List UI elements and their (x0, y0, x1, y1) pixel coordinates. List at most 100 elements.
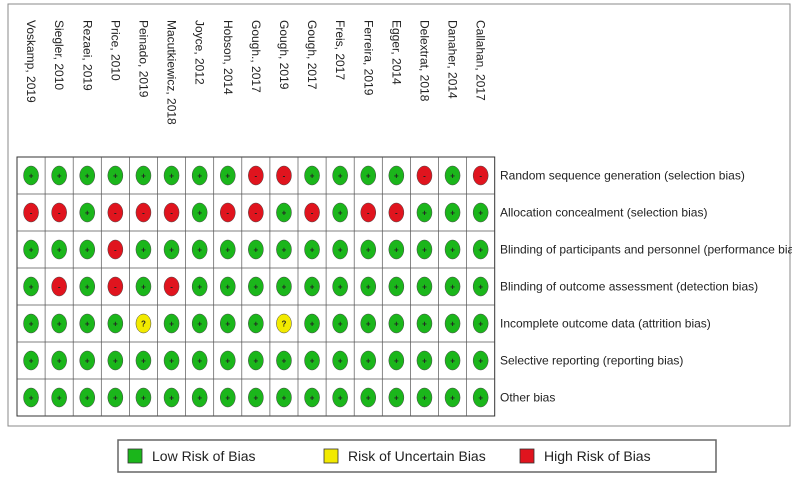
judgement-symbol: + (197, 209, 202, 218)
judgement-dot (360, 387, 376, 408)
judgement-symbol: - (114, 246, 117, 255)
judgement-symbol: + (57, 357, 62, 366)
judgement-symbol: + (57, 394, 62, 403)
judgement-symbol: + (338, 172, 343, 181)
judgement-dot (304, 313, 320, 334)
judgement-dot (51, 350, 67, 371)
judgement-dot (472, 387, 489, 408)
judgement-dot (304, 350, 320, 371)
judgement-symbol: + (197, 394, 202, 403)
study-label: Peinado, 2019 (136, 20, 150, 98)
judgement-dot (163, 313, 180, 334)
judgement-dot (248, 350, 264, 371)
judgement-symbol: + (366, 172, 371, 181)
judgement-symbol: + (310, 246, 315, 255)
judgement-symbol: + (478, 209, 483, 218)
judgement-symbol: + (394, 320, 399, 329)
judgement-dot (107, 387, 124, 408)
judgement-symbol: + (394, 172, 399, 181)
judgement-dot (388, 202, 405, 223)
judgement-symbol: + (169, 357, 174, 366)
judgement-dot (163, 387, 180, 408)
judgement-dot (416, 387, 433, 408)
judgement-symbol: + (366, 394, 371, 403)
domain-label: Allocation concealment (selection bias) (500, 206, 707, 220)
judgement-symbol: + (197, 357, 202, 366)
judgement-dot (79, 239, 95, 260)
judgement-symbol: - (114, 283, 117, 292)
judgement-symbol: + (450, 209, 455, 218)
study-label: Danaher, 2014 (446, 20, 460, 99)
judgement-dot (360, 276, 376, 297)
judgement-dot (332, 165, 348, 186)
judgement-dot (107, 202, 124, 223)
judgement-symbol: + (478, 357, 483, 366)
judgement-symbol: + (29, 394, 34, 403)
judgement-dot (220, 165, 236, 186)
judgement-symbol: + (225, 283, 230, 292)
judgement-dot (388, 276, 405, 297)
judgement-symbol: + (29, 357, 34, 366)
judgement-symbol: + (478, 283, 483, 292)
judgement-symbol: - (311, 209, 314, 218)
judgement-symbol: + (338, 394, 343, 403)
judgement-dot (472, 313, 489, 334)
judgement-dot (444, 350, 461, 371)
judgement-dot (79, 387, 95, 408)
study-label: Joyce, 2012 (193, 20, 207, 85)
judgement-symbol: + (225, 320, 230, 329)
judgement-dot (472, 276, 489, 297)
judgement-symbol: + (282, 394, 287, 403)
judgement-dot (276, 350, 292, 371)
judgement-dot (220, 387, 236, 408)
judgement-symbol: + (394, 283, 399, 292)
judgement-symbol: + (225, 357, 230, 366)
judgement-dot (135, 387, 152, 408)
judgement-symbol: + (57, 246, 62, 255)
judgement-dot (304, 276, 320, 297)
study-label: Macutkiewicz, 2018 (165, 20, 179, 125)
judgement-dot (360, 313, 376, 334)
judgement-symbol: + (29, 246, 34, 255)
judgement-dot (276, 165, 292, 186)
judgement-dot (416, 202, 433, 223)
judgement-dot (107, 313, 124, 334)
judgement-dot (135, 165, 152, 186)
legend-label: Low Risk of Bias (152, 448, 255, 464)
judgement-dot (191, 239, 208, 260)
judgement-symbol: + (422, 357, 427, 366)
judgement-symbol: - (114, 209, 117, 218)
judgement-dot (416, 313, 433, 334)
judgement-dot (135, 313, 152, 334)
judgement-symbol: + (338, 283, 343, 292)
judgement-dot (23, 202, 39, 223)
judgement-symbol: + (478, 320, 483, 329)
judgement-symbol: + (57, 172, 62, 181)
judgement-symbol: + (394, 246, 399, 255)
judgement-dot (276, 276, 292, 297)
judgement-symbol: + (422, 209, 427, 218)
judgement-symbol: + (254, 320, 259, 329)
judgement-symbol: + (85, 357, 90, 366)
legend-label: High Risk of Bias (544, 448, 651, 464)
judgement-symbol: + (450, 246, 455, 255)
judgement-dot (444, 276, 461, 297)
judgement-dot (416, 165, 433, 186)
judgement-dot (220, 276, 236, 297)
judgement-symbol: + (366, 320, 371, 329)
judgement-symbol: - (255, 209, 258, 218)
judgement-symbol: + (197, 172, 202, 181)
judgement-symbol: + (85, 246, 90, 255)
judgement-symbol: - (170, 209, 173, 218)
judgement-symbol: + (113, 394, 118, 403)
judgement-dot (332, 202, 348, 223)
judgement-dot (135, 276, 152, 297)
figure-frame (7, 3, 791, 427)
judgement-dot (360, 202, 376, 223)
judgement-symbol: + (422, 320, 427, 329)
judgement-dot (360, 165, 376, 186)
study-label: Freis, 2017 (333, 20, 347, 80)
judgement-dot (444, 165, 461, 186)
judgement-dot (163, 276, 180, 297)
